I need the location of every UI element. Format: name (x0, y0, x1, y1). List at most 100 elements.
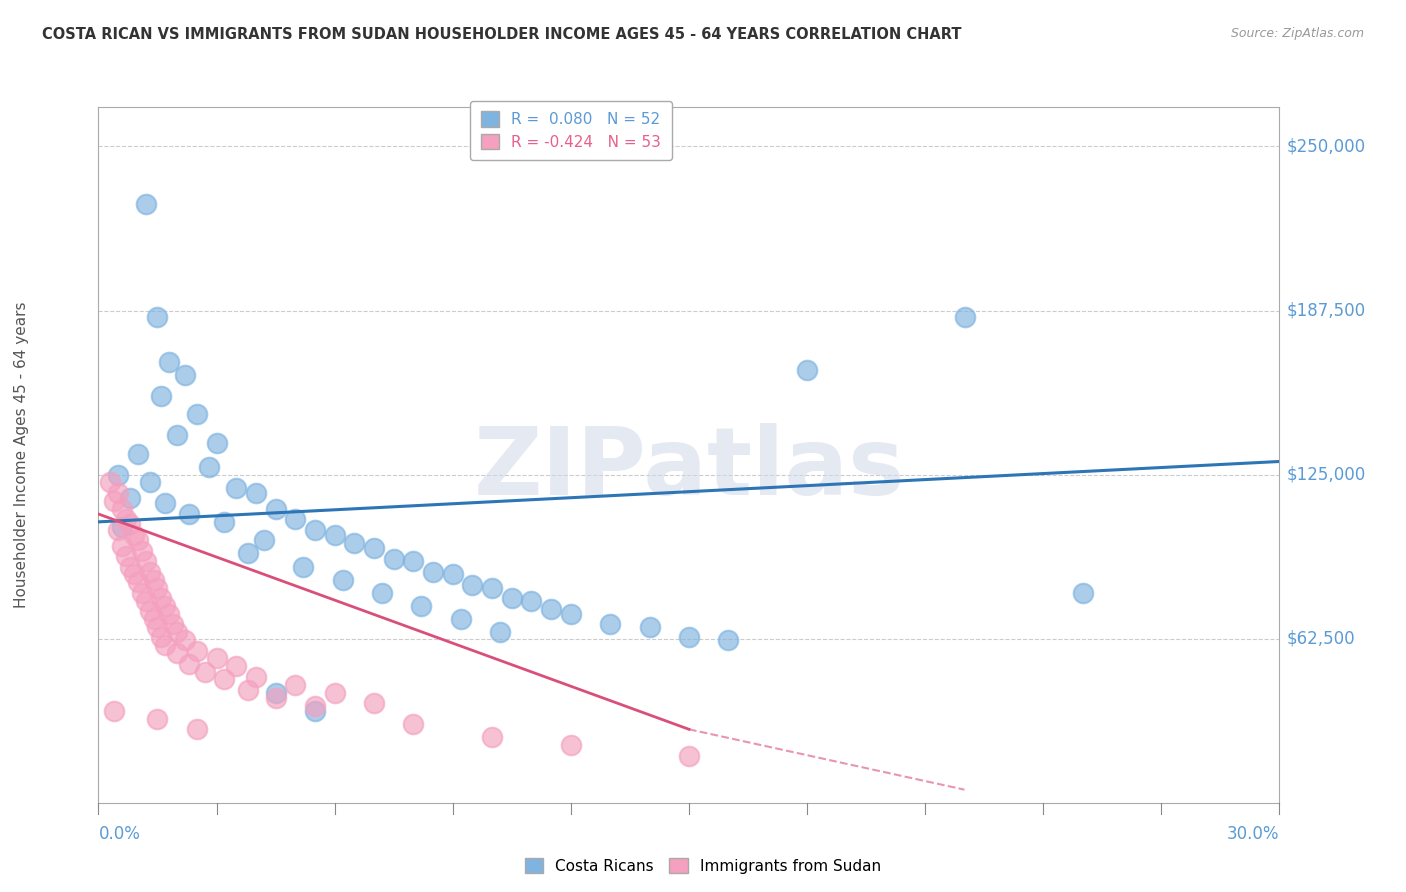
Point (194, 665, 217, 679)
Point (122, 528, 145, 542)
Point (107, 486, 129, 500)
Point (501, 591, 523, 605)
Point (422, 565, 444, 579)
Text: $250,000: $250,000 (1286, 137, 1365, 155)
Text: $62,500: $62,500 (1286, 630, 1355, 648)
Legend: R =  0.080   N = 52, R = -0.424   N = 53: R = 0.080 N = 52, R = -0.424 N = 53 (470, 101, 672, 161)
Point (146, 712, 169, 726)
Point (127, 575, 149, 590)
Point (135, 593, 157, 607)
Point (157, 607, 180, 621)
Point (371, 586, 394, 600)
Point (236, 682, 259, 697)
Point (142, 573, 165, 587)
Point (142, 612, 165, 626)
Point (111, 539, 134, 553)
Point (111, 520, 134, 534)
Point (717, 633, 740, 648)
Point (332, 573, 354, 587)
Point (236, 546, 259, 560)
Point (138, 565, 160, 579)
Point (131, 586, 153, 600)
Point (796, 362, 818, 376)
Text: Source: ZipAtlas.com: Source: ZipAtlas.com (1230, 27, 1364, 40)
Point (363, 696, 385, 710)
Point (323, 528, 346, 542)
Point (107, 523, 129, 537)
Point (131, 543, 153, 558)
Point (245, 670, 267, 684)
Point (284, 678, 307, 692)
Point (304, 523, 326, 537)
Point (111, 501, 134, 516)
Legend: Costa Ricans, Immigrants from Sudan: Costa Ricans, Immigrants from Sudan (519, 852, 887, 880)
Point (214, 515, 236, 529)
Point (560, 738, 582, 752)
Point (103, 704, 125, 718)
Point (166, 625, 188, 640)
Point (197, 459, 219, 474)
Point (264, 685, 287, 699)
Point (127, 447, 149, 461)
Text: 0.0%: 0.0% (98, 825, 141, 843)
Point (174, 633, 197, 648)
Point (115, 512, 138, 526)
Point (127, 533, 149, 548)
Point (292, 559, 315, 574)
Point (138, 475, 160, 490)
Point (177, 657, 200, 671)
Point (245, 486, 267, 500)
Point (638, 620, 661, 634)
Point (177, 507, 200, 521)
Point (155, 638, 177, 652)
Point (214, 673, 236, 687)
Point (150, 631, 173, 645)
Point (284, 512, 307, 526)
Point (481, 730, 503, 744)
Point (135, 197, 157, 211)
Point (103, 494, 125, 508)
Point (343, 536, 366, 550)
Text: Householder Income Ages 45 - 64 years: Householder Income Ages 45 - 64 years (14, 301, 28, 608)
Point (155, 599, 177, 613)
Point (225, 659, 247, 673)
Point (461, 578, 484, 592)
Text: $187,500: $187,500 (1286, 301, 1365, 319)
Point (115, 549, 138, 563)
Point (411, 599, 433, 613)
Point (560, 607, 582, 621)
Point (678, 748, 700, 763)
Point (118, 517, 141, 532)
Point (138, 604, 160, 618)
Point (382, 551, 405, 566)
Point (186, 643, 208, 657)
Point (678, 631, 700, 645)
Point (118, 559, 141, 574)
Text: COSTA RICAN VS IMMIGRANTS FROM SUDAN HOUSEHOLDER INCOME AGES 45 - 64 YEARS CORRE: COSTA RICAN VS IMMIGRANTS FROM SUDAN HOU… (42, 27, 962, 42)
Point (450, 612, 472, 626)
Text: $125,000: $125,000 (1286, 466, 1365, 483)
Point (146, 310, 169, 324)
Point (166, 428, 188, 442)
Point (98, 475, 121, 490)
Point (323, 685, 346, 699)
Point (1071, 586, 1094, 600)
Point (599, 617, 621, 632)
Text: 30.0%: 30.0% (1227, 825, 1279, 843)
Point (162, 617, 184, 632)
Point (540, 601, 562, 615)
Text: ZIPatlas: ZIPatlas (474, 423, 904, 515)
Point (253, 533, 276, 548)
Point (166, 646, 188, 660)
Point (118, 491, 141, 506)
Point (150, 591, 173, 605)
Point (150, 389, 173, 403)
Point (520, 593, 543, 607)
Point (304, 704, 326, 718)
Point (205, 436, 228, 450)
Point (174, 368, 197, 382)
Point (953, 310, 976, 324)
Point (107, 467, 129, 482)
Point (489, 625, 512, 640)
Point (157, 355, 180, 369)
